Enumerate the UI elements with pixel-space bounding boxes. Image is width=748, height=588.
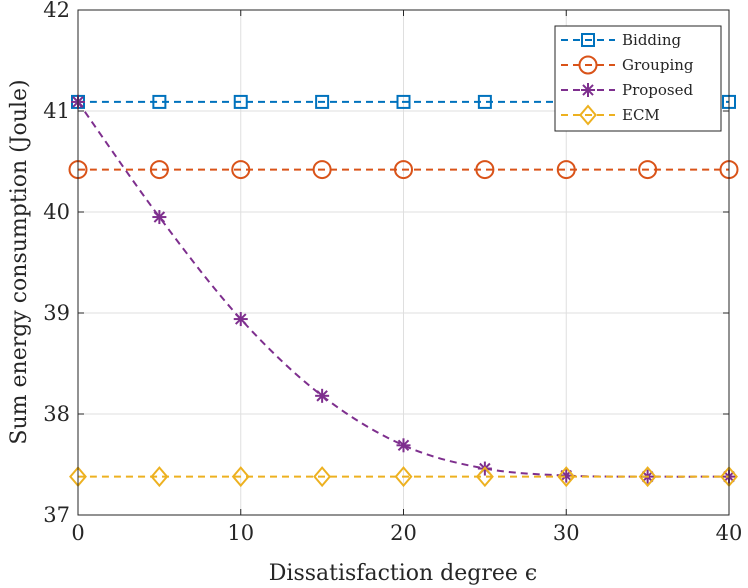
legend-label-bidding: Bidding bbox=[622, 31, 681, 49]
tick-labels: 0 10 20 30 40 37 38 39 40 41 42 bbox=[43, 0, 742, 545]
x-tick-label: 0 bbox=[71, 521, 84, 545]
legend-label-grouping: Grouping bbox=[622, 56, 694, 74]
y-tick-label: 38 bbox=[43, 402, 70, 426]
data-point-proposed bbox=[152, 210, 167, 225]
y-axis-label: Sum energy consumption (Joule) bbox=[7, 79, 32, 444]
data-point-bidding bbox=[477, 94, 492, 109]
series-line-proposed bbox=[77, 101, 730, 478]
data-point-grouping bbox=[231, 160, 251, 180]
legend-label-ecm: ECM bbox=[622, 106, 660, 124]
y-tick-label: 39 bbox=[43, 301, 70, 325]
x-axis-label: Dissatisfaction degree ϵ bbox=[269, 561, 537, 586]
data-point-proposed bbox=[315, 388, 330, 403]
data-point-grouping bbox=[638, 160, 658, 180]
data-point-ecm bbox=[557, 466, 576, 488]
y-tick-label: 42 bbox=[43, 0, 70, 22]
data-point-bidding bbox=[396, 94, 411, 109]
x-tick-label: 10 bbox=[227, 521, 254, 545]
y-tick-label: 37 bbox=[43, 503, 70, 527]
x-tick-label: 20 bbox=[390, 521, 417, 545]
legend-marker-bidding bbox=[581, 33, 595, 47]
y-tick-label: 40 bbox=[43, 200, 70, 224]
data-point-grouping bbox=[475, 160, 495, 180]
data-point-proposed bbox=[559, 468, 574, 483]
x-tick-label: 40 bbox=[716, 521, 743, 545]
x-tick-label: 30 bbox=[553, 521, 580, 545]
data-point-ecm bbox=[150, 466, 169, 488]
y-tick-label: 41 bbox=[43, 99, 70, 123]
data-point-bidding bbox=[152, 94, 167, 109]
data-point-bidding bbox=[315, 94, 330, 109]
data-point-ecm bbox=[638, 466, 657, 488]
legend: Bidding Grouping Proposed ECM bbox=[554, 25, 722, 132]
data-point-grouping bbox=[312, 160, 332, 180]
data-point-ecm bbox=[231, 466, 250, 488]
data-point-ecm bbox=[313, 466, 332, 488]
legend-marker-proposed bbox=[581, 83, 595, 97]
data-point-bidding bbox=[233, 94, 248, 109]
axes bbox=[77, 9, 730, 516]
data-point-proposed bbox=[233, 312, 248, 327]
data-point-proposed bbox=[396, 438, 411, 453]
data-point-ecm bbox=[394, 466, 413, 488]
legend-label-proposed: Proposed bbox=[622, 81, 694, 99]
legend-marker-grouping bbox=[578, 55, 598, 75]
data-point-ecm bbox=[475, 466, 494, 488]
data-point-grouping bbox=[556, 160, 576, 180]
data-point-grouping bbox=[394, 160, 413, 180]
legend-marker-ecm bbox=[579, 104, 597, 126]
data-point-grouping bbox=[149, 160, 169, 180]
